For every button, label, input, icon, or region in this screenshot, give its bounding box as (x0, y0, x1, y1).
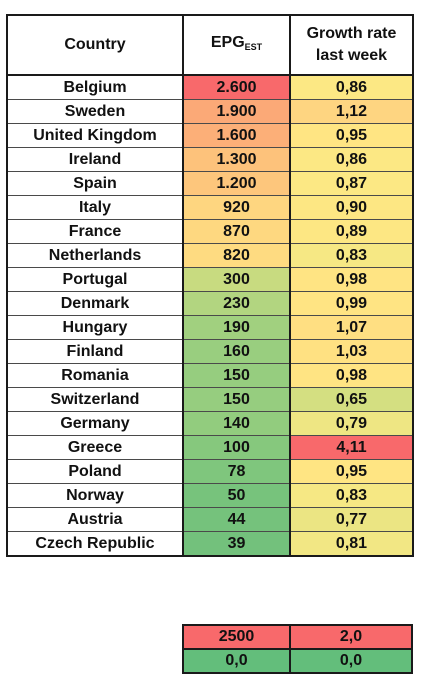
table-row: Portugal 300 0,98 (6, 267, 414, 292)
growth-rate-cell: 0,98 (289, 267, 414, 292)
growth-rate-cell: 0,83 (289, 243, 414, 268)
growth-rate-cell: 0,86 (289, 74, 414, 100)
epg-cell: 100 (182, 435, 291, 460)
legend-min-row: 0,0 0,0 (182, 648, 413, 674)
table-row: Denmark 230 0,99 (6, 291, 414, 316)
country-cell: Poland (6, 459, 184, 484)
growth-rate-cell: 0,77 (289, 507, 414, 532)
country-cell: Netherlands (6, 243, 184, 268)
header-country: Country (6, 14, 184, 76)
epg-cell: 78 (182, 459, 291, 484)
growth-rate-cell: 0,87 (289, 171, 414, 196)
country-cell: France (6, 219, 184, 244)
legend-epg-max: 2500 (182, 624, 291, 650)
table-row: France 870 0,89 (6, 219, 414, 244)
legend-growth-min: 0,0 (289, 648, 413, 674)
epg-cell: 39 (182, 531, 291, 557)
country-cell: Austria (6, 507, 184, 532)
table-row: Hungary 190 1,07 (6, 315, 414, 340)
legend-max-row: 2500 2,0 (182, 624, 413, 650)
growth-rate-cell: 0,83 (289, 483, 414, 508)
country-cell: Spain (6, 171, 184, 196)
color-scale-legend: 2500 2,0 0,0 0,0 (182, 624, 413, 674)
growth-rate-cell: 0,95 (289, 459, 414, 484)
epg-cell: 1.300 (182, 147, 291, 172)
table-row: Germany 140 0,79 (6, 411, 414, 436)
growth-rate-cell: 0,99 (289, 291, 414, 316)
table-row: Switzerland 150 0,65 (6, 387, 414, 412)
epg-cell: 230 (182, 291, 291, 316)
growth-rate-cell: 0,79 (289, 411, 414, 436)
growth-rate-cell: 0,81 (289, 531, 414, 557)
epg-cell: 160 (182, 339, 291, 364)
table-row: Austria 44 0,77 (6, 507, 414, 532)
table-row: Ireland 1.300 0,86 (6, 147, 414, 172)
table-row: Finland 160 1,03 (6, 339, 414, 364)
growth-rate-cell: 0,86 (289, 147, 414, 172)
growth-rate-cell: 1,12 (289, 99, 414, 124)
epg-cell: 1.900 (182, 99, 291, 124)
header-epg: EPGEST (182, 14, 291, 76)
epg-cell: 150 (182, 387, 291, 412)
country-cell: United Kingdom (6, 123, 184, 148)
country-cell: Portugal (6, 267, 184, 292)
country-cell: Greece (6, 435, 184, 460)
epg-cell: 1.200 (182, 171, 291, 196)
growth-rate-cell: 0,98 (289, 363, 414, 388)
legend-growth-max: 2,0 (289, 624, 413, 650)
table-row: Sweden 1.900 1,12 (6, 99, 414, 124)
growth-rate-cell: 0,95 (289, 123, 414, 148)
table-row: Belgium 2.600 0,86 (6, 74, 414, 100)
country-cell: Belgium (6, 74, 184, 100)
epg-cell: 50 (182, 483, 291, 508)
growth-rate-cell: 4,11 (289, 435, 414, 460)
country-cell: Norway (6, 483, 184, 508)
epg-cell: 870 (182, 219, 291, 244)
country-cell: Ireland (6, 147, 184, 172)
country-cell: Romania (6, 363, 184, 388)
country-cell: Denmark (6, 291, 184, 316)
country-cell: Hungary (6, 315, 184, 340)
epg-cell: 190 (182, 315, 291, 340)
table-row: Poland 78 0,95 (6, 459, 414, 484)
epg-cell: 150 (182, 363, 291, 388)
header-epg-subscript: EST (244, 42, 263, 52)
country-cell: Italy (6, 195, 184, 220)
growth-rate-cell: 1,03 (289, 339, 414, 364)
epg-cell: 920 (182, 195, 291, 220)
header-growth-rate: Growth rate last week (289, 14, 414, 76)
country-cell: Sweden (6, 99, 184, 124)
table-row: Netherlands 820 0,83 (6, 243, 414, 268)
table-row: Czech Republic 39 0,81 (6, 531, 414, 557)
epg-cell: 1.600 (182, 123, 291, 148)
country-table: Country EPGEST Growth rate last week Belg… (6, 14, 414, 557)
country-cell: Switzerland (6, 387, 184, 412)
table-row: Romania 150 0,98 (6, 363, 414, 388)
growth-rate-cell: 0,89 (289, 219, 414, 244)
legend-epg-min: 0,0 (182, 648, 291, 674)
country-cell: Finland (6, 339, 184, 364)
epg-cell: 2.600 (182, 74, 291, 100)
epg-cell: 300 (182, 267, 291, 292)
epg-cell: 820 (182, 243, 291, 268)
country-cell: Czech Republic (6, 531, 184, 557)
table-row: Norway 50 0,83 (6, 483, 414, 508)
growth-rate-cell: 1,07 (289, 315, 414, 340)
table-row: Italy 920 0,90 (6, 195, 414, 220)
table-row: Spain 1.200 0,87 (6, 171, 414, 196)
table-row: Greece 100 4,11 (6, 435, 414, 460)
country-cell: Germany (6, 411, 184, 436)
epg-cell: 140 (182, 411, 291, 436)
epg-cell: 44 (182, 507, 291, 532)
growth-rate-cell: 0,90 (289, 195, 414, 220)
table-header-row: Country EPGEST Growth rate last week (6, 14, 414, 76)
growth-rate-cell: 0,65 (289, 387, 414, 412)
table-row: United Kingdom 1.600 0,95 (6, 123, 414, 148)
